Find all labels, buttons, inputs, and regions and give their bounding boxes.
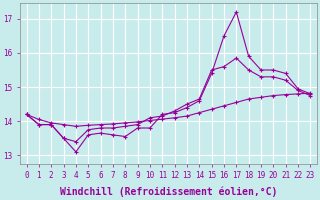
X-axis label: Windchill (Refroidissement éolien,°C): Windchill (Refroidissement éolien,°C) — [60, 186, 277, 197]
